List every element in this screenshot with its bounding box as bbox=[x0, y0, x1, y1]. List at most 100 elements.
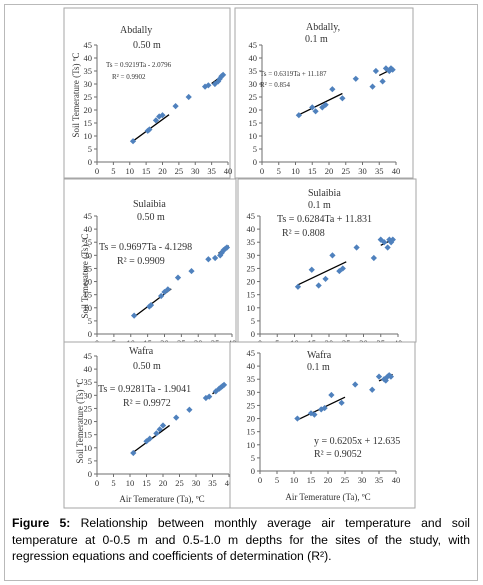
y-tick-label: 15 bbox=[84, 118, 93, 128]
y-tick-label: 25 bbox=[84, 92, 93, 102]
r-squared-label: R² = 0.9972 bbox=[123, 398, 171, 409]
data-point bbox=[381, 239, 388, 246]
y-tick-label: 40 bbox=[249, 53, 258, 63]
x-tick-label: 30 bbox=[358, 166, 367, 176]
x-tick-label: 15 bbox=[142, 478, 151, 488]
trendline bbox=[132, 114, 170, 142]
panel-border bbox=[234, 7, 414, 179]
x-tick-label: 0 bbox=[95, 166, 99, 176]
x-tick-label: 15 bbox=[307, 475, 316, 485]
data-point bbox=[311, 411, 318, 418]
y-tick-label: 35 bbox=[84, 66, 93, 76]
chart-title: Abdally, bbox=[306, 22, 340, 33]
x-tick-label: 30 bbox=[358, 475, 367, 485]
x-tick-label: 40 bbox=[392, 475, 401, 485]
panel-1: 0 5 10 15 20 25 30 35 40 45 0 5 10 15 20 25 30 35 40 Abdall… bbox=[63, 7, 233, 179]
x-tick-label: 35 bbox=[375, 166, 384, 176]
x-tick-label: 10 bbox=[126, 478, 135, 488]
y-tick-label: 25 bbox=[84, 263, 93, 273]
y-tick-label: 0 bbox=[88, 329, 92, 339]
x-tick-label: 20 bbox=[324, 475, 333, 485]
y-tick-label: 40 bbox=[84, 53, 93, 63]
y-tick-label: 15 bbox=[247, 427, 256, 437]
y-tick-label: 35 bbox=[247, 374, 256, 384]
y-tick-label: 0 bbox=[88, 469, 92, 479]
r-squared-label: R² = 0.9909 bbox=[117, 256, 165, 267]
y-tick-label: 25 bbox=[247, 400, 256, 410]
y-tick-label: 35 bbox=[84, 377, 93, 387]
y-tick-label: 5 bbox=[251, 453, 255, 463]
x-tick-label: 40 bbox=[392, 166, 401, 176]
data-point bbox=[328, 391, 335, 399]
y-tick-label: 35 bbox=[84, 237, 93, 247]
y-tick-label: 25 bbox=[247, 263, 256, 273]
x-tick-label: 5 bbox=[275, 475, 279, 485]
data-point bbox=[375, 373, 383, 380]
y-tick-label: 5 bbox=[253, 144, 257, 154]
regression-equation: Ts = 0.6284Ta + 11.831 bbox=[277, 214, 372, 225]
y-tick-label: 15 bbox=[84, 430, 93, 440]
chart-title: Abdally bbox=[120, 25, 152, 36]
panel-2: 0 5 10 15 20 25 30 35 40 45 0 5 10 15 20 25 30 35 40 Abdall… bbox=[234, 7, 414, 179]
y-tick-label: 10 bbox=[247, 303, 256, 313]
x-tick-label: 15 bbox=[142, 166, 151, 176]
x-tick-label: 25 bbox=[341, 475, 350, 485]
chart-subtitle: 0.1 m bbox=[305, 34, 328, 45]
regression-equation: y = 0.6205x + 12.635 bbox=[314, 436, 400, 447]
r-squared-label: R² = 0.854 bbox=[260, 81, 290, 89]
chart-subtitle: 0.50 m bbox=[133, 40, 161, 51]
y-tick-label: 25 bbox=[84, 403, 93, 413]
y-tick-label: 25 bbox=[249, 92, 258, 102]
data-point bbox=[294, 415, 301, 422]
y-tick-label: 30 bbox=[247, 387, 256, 397]
data-point bbox=[308, 266, 315, 273]
y-axis-title: Soil Temerature (Ts) ºC bbox=[80, 233, 90, 318]
x-tick-label: 10 bbox=[126, 166, 135, 176]
x-tick-label: 35 bbox=[208, 478, 217, 488]
chart-title: Sulaibia bbox=[133, 199, 166, 210]
x-tick-label: 25 bbox=[175, 166, 184, 176]
figure-caption-text: Relationship between monthly average air… bbox=[12, 516, 470, 563]
data-point bbox=[369, 386, 376, 393]
panel-border bbox=[229, 341, 416, 509]
y-axis-title: Soil Temerature (Ts) ºC bbox=[75, 378, 85, 463]
data-point bbox=[389, 236, 396, 243]
chart-subtitle: 0.50 m bbox=[137, 212, 165, 223]
x-tick-label: 5 bbox=[277, 166, 281, 176]
x-tick-label: 5 bbox=[111, 478, 115, 488]
y-tick-label: 30 bbox=[247, 250, 256, 260]
y-tick-label: 35 bbox=[249, 66, 258, 76]
panel-border bbox=[63, 341, 233, 509]
y-tick-label: 45 bbox=[247, 348, 256, 358]
y-tick-label: 10 bbox=[247, 440, 256, 450]
panel-border bbox=[63, 7, 231, 179]
y-tick-label: 0 bbox=[251, 329, 255, 339]
data-point bbox=[129, 138, 137, 145]
panel-6: 0 5 10 15 20 25 30 35 40 45 0 5 10 15 20 25 30 35 40 Wafra0… bbox=[229, 341, 416, 509]
y-tick-label: 5 bbox=[251, 316, 255, 326]
x-tick-label: 25 bbox=[175, 478, 184, 488]
x-tick-label: 0 bbox=[260, 166, 264, 176]
y-tick-label: 45 bbox=[247, 211, 256, 221]
x-tick-label: 20 bbox=[159, 478, 168, 488]
data-point bbox=[370, 254, 377, 262]
y-tick-label: 0 bbox=[88, 157, 92, 167]
y-tick-label: 30 bbox=[84, 390, 93, 400]
chart-title: Wafra bbox=[307, 350, 332, 361]
data-point bbox=[294, 283, 302, 290]
panel-3: 0510152025303540450510152025303540Sulaib… bbox=[63, 178, 237, 348]
chart-subtitle: 0.1 m bbox=[307, 362, 330, 373]
x-tick-label: 25 bbox=[342, 166, 351, 176]
x-tick-label: 35 bbox=[375, 475, 384, 485]
data-point bbox=[159, 112, 166, 119]
data-point bbox=[223, 244, 231, 251]
x-tick-label: 40 bbox=[225, 478, 234, 488]
y-tick-label: 45 bbox=[84, 40, 93, 50]
y-tick-label: 0 bbox=[253, 157, 257, 167]
y-tick-label: 10 bbox=[84, 443, 93, 453]
data-point bbox=[321, 404, 328, 412]
x-tick-label: 40 bbox=[224, 166, 233, 176]
chart-subtitle: 0.50 m bbox=[133, 361, 161, 372]
y-tick-label: 20 bbox=[247, 414, 256, 424]
